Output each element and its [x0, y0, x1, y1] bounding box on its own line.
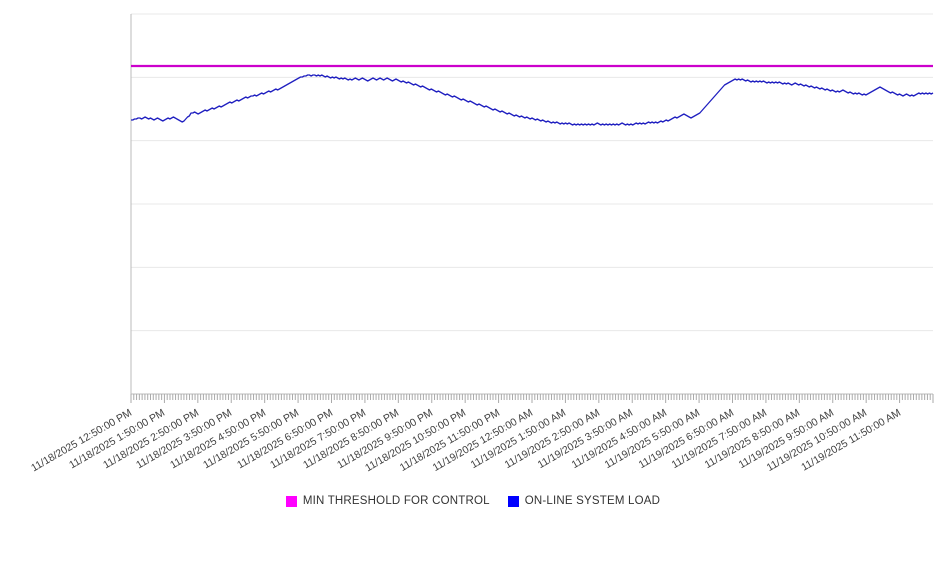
legend-item-min-threshold[interactable]: MIN THRESHOLD FOR CONTROL [285, 495, 490, 507]
data-series [131, 64, 934, 126]
chart-legend: MIN THRESHOLD FOR CONTROL ON-LINE SYSTEM… [0, 495, 946, 507]
legend-item-online-system-load[interactable]: ON-LINE SYSTEM LOAD [507, 495, 661, 507]
plot-area [130, 13, 934, 403]
legend-swatch-online-system-load [507, 495, 519, 507]
series-line-online-system-load [131, 74, 934, 126]
x-axis-ticks [130, 394, 934, 403]
legend-label-min-threshold: MIN THRESHOLD FOR CONTROL [302, 495, 490, 507]
line-chart: 11/18/2025 12:50:00 PM 11/18/2025 1:50:00… [0, 13, 946, 507]
gridlines [131, 13, 933, 395]
legend-label-online-system-load: ON-LINE SYSTEM LOAD [524, 495, 661, 507]
legend-swatch-min-threshold [285, 495, 297, 507]
